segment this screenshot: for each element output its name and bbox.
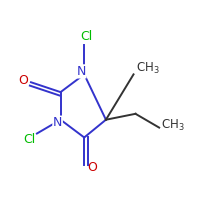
Text: CH$_3$: CH$_3$: [161, 118, 185, 133]
Text: Cl: Cl: [80, 30, 92, 43]
Text: Cl: Cl: [23, 133, 35, 146]
Text: O: O: [87, 161, 97, 174]
Text: N: N: [53, 116, 62, 129]
Text: CH$_3$: CH$_3$: [136, 61, 159, 76]
Text: O: O: [18, 74, 28, 87]
Text: N: N: [77, 65, 86, 78]
